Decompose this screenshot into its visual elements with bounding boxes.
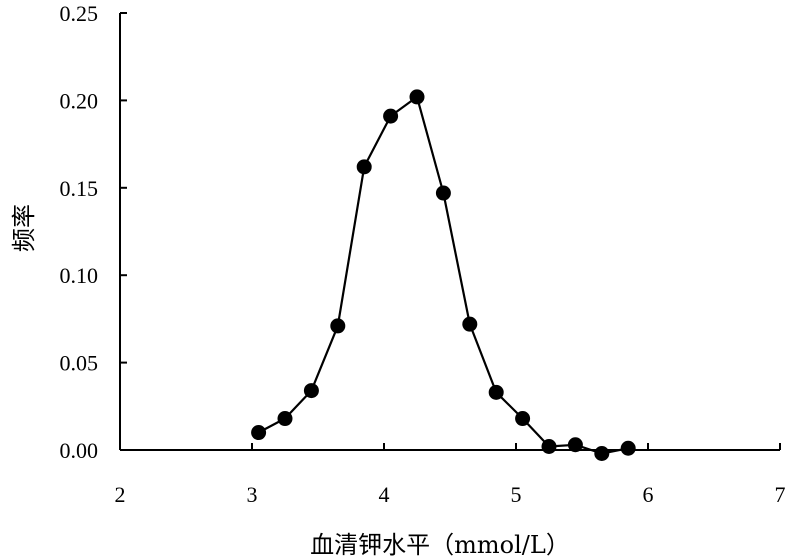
data-point xyxy=(330,318,346,334)
x-axis-ticks: 2 3 4 5 6 7 xyxy=(115,443,786,507)
y-tick-label: 0.05 xyxy=(60,351,99,376)
series-line xyxy=(258,95,629,455)
x-tick-label: 7 xyxy=(775,482,786,507)
data-point xyxy=(356,159,372,175)
chart-axes xyxy=(119,13,780,451)
data-point xyxy=(435,185,451,201)
data-point xyxy=(409,89,425,105)
y-axis-ticks: 0.00 0.05 0.10 0.15 0.20 0.25 xyxy=(60,1,127,463)
y-axis-title: 频率 xyxy=(10,204,38,252)
data-series xyxy=(251,89,636,461)
data-point xyxy=(541,439,557,455)
data-point xyxy=(594,445,610,461)
data-point xyxy=(303,383,319,399)
y-tick-label: 0.25 xyxy=(60,1,99,26)
y-tick-label: 0.10 xyxy=(60,263,99,288)
data-point xyxy=(277,411,293,427)
y-tick-label: 0.00 xyxy=(60,438,99,463)
x-tick-label: 2 xyxy=(115,482,126,507)
y-tick-label: 0.20 xyxy=(60,88,99,113)
x-tick-label: 3 xyxy=(247,482,258,507)
data-point xyxy=(515,411,531,427)
data-point xyxy=(620,440,636,456)
data-point xyxy=(383,108,399,124)
data-point xyxy=(488,384,504,400)
y-tick-label: 0.15 xyxy=(60,176,99,201)
x-tick-label: 4 xyxy=(379,482,390,507)
data-point xyxy=(462,316,478,332)
x-axis-title: 血清钾水平（mmol/L） xyxy=(310,531,570,557)
x-tick-label: 5 xyxy=(511,482,522,507)
x-tick-label: 6 xyxy=(643,482,654,507)
data-point xyxy=(567,437,583,453)
data-point xyxy=(251,425,267,441)
